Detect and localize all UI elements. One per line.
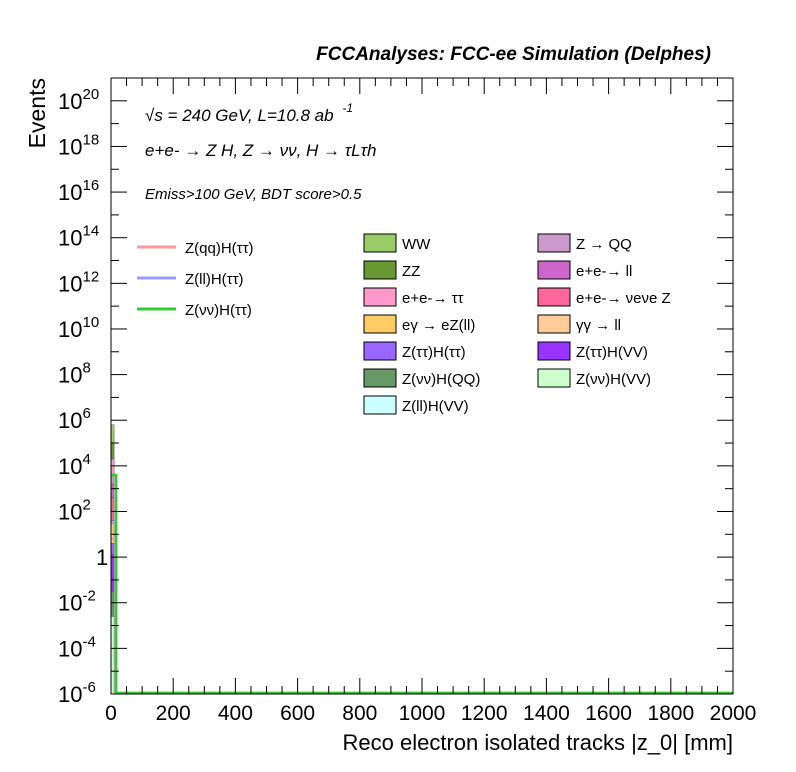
legend-swatch [363,233,397,253]
legend-label: Z(qq)H(ττ) [185,240,254,257]
annotation-lumi-exponent: -1 [342,101,353,115]
y-tick-label: 1010 [58,314,99,342]
annotation-cuts: Emiss>100 GeV, BDT score>0.5 [145,186,362,203]
x-tick-label: 400 [218,702,253,725]
legend-swatch [537,260,571,280]
signal-line [111,537,733,695]
legend-label: γγ → ll [576,317,621,334]
y-axis-label: Events [24,78,50,148]
x-tick-label: 800 [342,702,377,725]
legend-label: Z(ττ)H(VV) [576,344,648,361]
legend-swatch [537,314,571,334]
x-axis-ticks: 0 200 400 600 800 1000 1200 1400 1600 1800 2000 [105,78,756,725]
y-tick-label: 10-4 [58,633,96,661]
legend-swatch [363,341,397,361]
chart-title: FCCAnalyses: FCC-ee Simulation (Delphes) [316,44,711,65]
legend-label: WW [402,236,431,253]
y-axis-ticks: 102010181016101410121010108106104102110-… [58,77,733,707]
annotation-process: e+e- → Z H, Z → νν, H → τLτh [145,141,376,160]
legend-swatch [363,314,397,334]
y-tick-label: 1014 [58,223,99,251]
y-tick-label: 1012 [58,268,99,296]
legend-swatch [363,368,397,388]
x-tick-label: 200 [156,702,191,725]
y-tick-label: 10-6 [58,679,96,707]
legend-swatch [537,287,571,307]
x-tick-label: 0 [105,702,117,725]
x-tick-label: 2000 [710,702,757,725]
y-tick-label: 104 [58,451,91,479]
signal-lines [111,473,733,695]
legend-label: e+e-→ νeνe Z [576,290,671,307]
legend-label: Z(νν)H(VV) [576,371,651,388]
legend-label: e+e-→ ll [576,263,632,280]
legend-swatch [363,395,397,415]
x-tick-label: 1000 [399,702,446,725]
legend-swatch [537,368,571,388]
legend-label: eγ → eZ(ll) [402,317,475,334]
x-tick-label: 1200 [461,702,508,725]
x-tick-label: 600 [280,702,315,725]
y-tick-label: 1018 [58,131,99,159]
legend-label: ZZ [402,263,420,280]
legend-swatch [537,233,571,253]
y-tick-label: 1016 [58,177,99,205]
legend-label: Z(νν)H(QQ) [402,371,480,388]
y-tick-label: 10-2 [58,588,96,616]
x-tick-label: 1600 [585,702,632,725]
y-tick-label: 106 [58,405,91,433]
legend: Z(qq)H(ττ) Z(ll)H(ττ) Z(νν)H(ττ) WW ZZ e+e-→ … [137,233,671,415]
legend-label: Z(ll)H(ττ) [185,271,244,288]
legend-label: Z(ll)H(VV) [402,398,469,415]
y-tick-label: 102 [58,496,91,524]
legend-label: Z(νν)H(ττ) [185,302,252,319]
legend-label: Z → QQ [576,236,632,253]
y-tick-label: 1 [96,545,108,570]
annotation-energy-lumi: √s = 240 GeV, L=10.8 ab -1 [145,101,353,125]
legend-label: e+e-→ ττ [402,290,464,307]
signal-line [111,473,733,695]
signal-line [111,521,733,695]
legend-swatch [363,287,397,307]
y-tick-label: 108 [58,360,91,388]
legend-swatch [363,260,397,280]
x-axis-label: Reco electron isolated tracks |z_0| [mm] [343,730,733,755]
y-tick-label: 1020 [58,86,99,114]
x-tick-label: 1400 [523,702,570,725]
x-tick-label: 1800 [647,702,694,725]
legend-label: Z(ττ)H(ττ) [402,344,466,361]
legend-swatch [537,341,571,361]
